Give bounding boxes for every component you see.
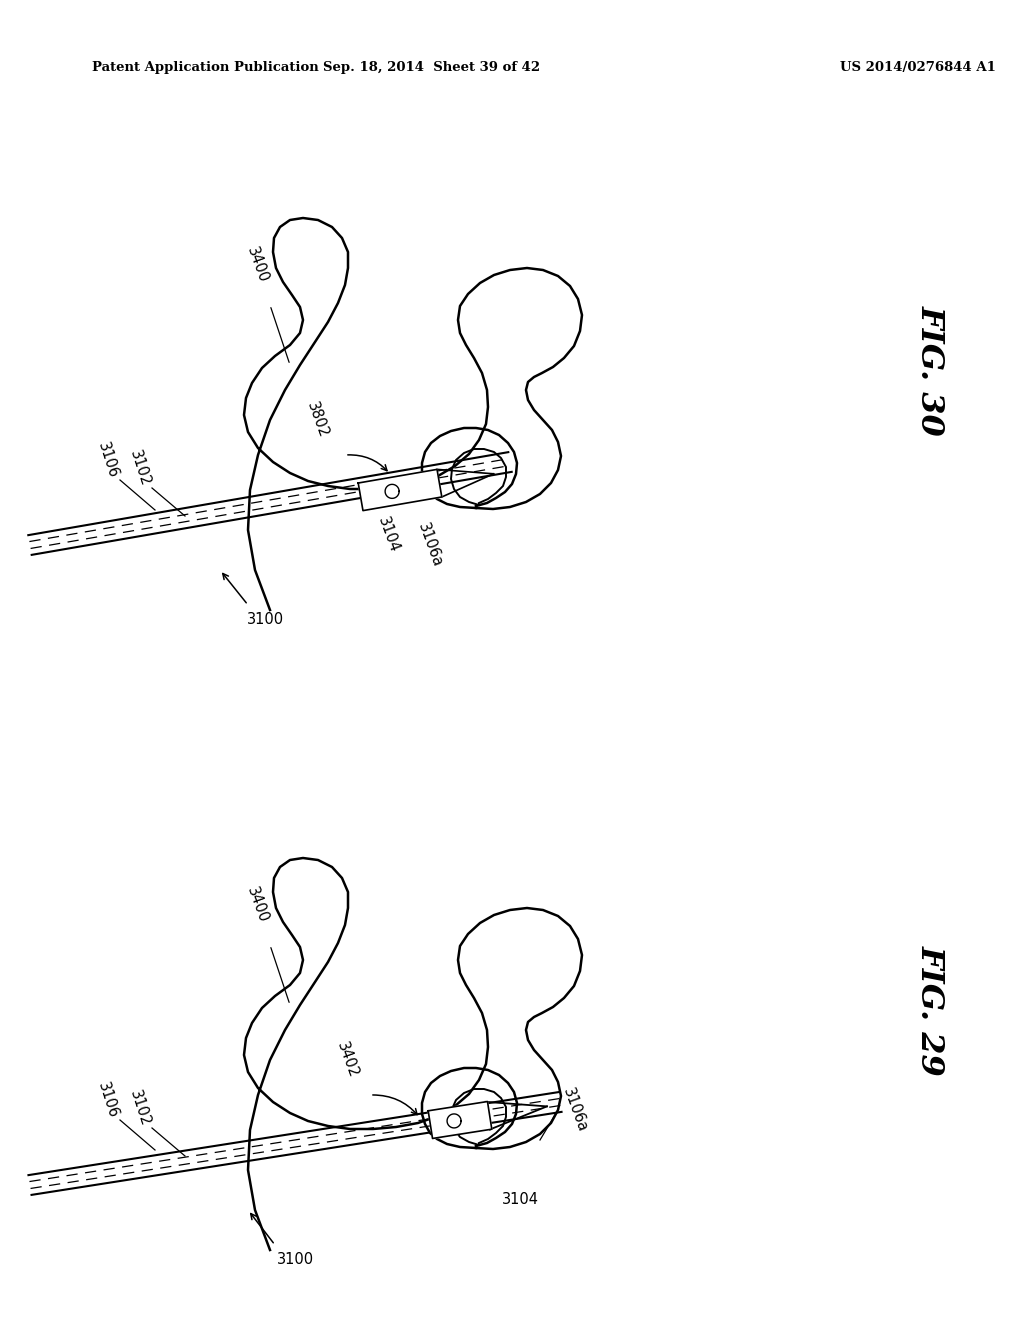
Polygon shape — [385, 484, 399, 499]
Text: 3102: 3102 — [127, 1088, 153, 1129]
Text: 3106: 3106 — [95, 440, 121, 480]
Text: 3100: 3100 — [276, 1253, 313, 1267]
Text: 3106: 3106 — [95, 1080, 121, 1119]
Polygon shape — [428, 1101, 492, 1138]
Text: US 2014/0276844 A1: US 2014/0276844 A1 — [840, 62, 996, 74]
Text: Sep. 18, 2014  Sheet 39 of 42: Sep. 18, 2014 Sheet 39 of 42 — [324, 62, 541, 74]
Polygon shape — [358, 470, 441, 511]
Text: 3400: 3400 — [245, 246, 271, 285]
Text: 3104: 3104 — [502, 1192, 539, 1208]
Text: 3106a: 3106a — [415, 521, 444, 569]
Text: FIG. 29: FIG. 29 — [914, 945, 945, 1076]
Text: 3402: 3402 — [335, 1040, 361, 1080]
Text: Patent Application Publication: Patent Application Publication — [92, 62, 318, 74]
Text: 3102: 3102 — [127, 447, 153, 488]
Text: FIG. 30: FIG. 30 — [914, 305, 945, 436]
Text: 3400: 3400 — [245, 884, 271, 925]
Text: 3802: 3802 — [304, 400, 332, 440]
Text: 3106a: 3106a — [560, 1086, 590, 1134]
Text: 3104: 3104 — [375, 515, 401, 554]
Polygon shape — [447, 1114, 461, 1127]
Text: 3100: 3100 — [247, 612, 284, 627]
